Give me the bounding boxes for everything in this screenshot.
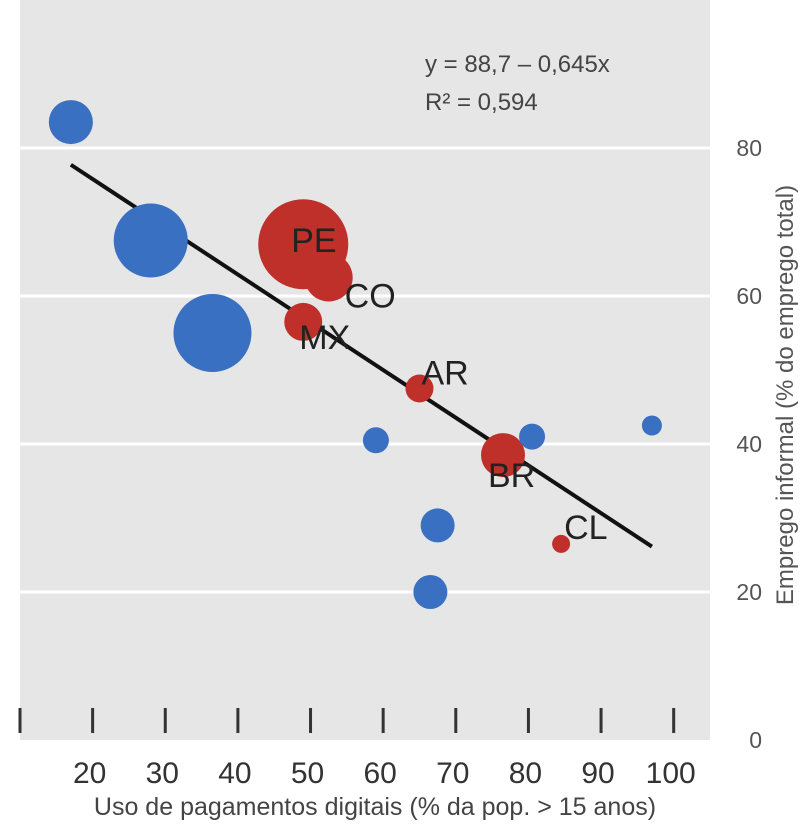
x-tick-label-30: 30 (146, 757, 179, 790)
data-point-other-10 (641, 415, 662, 436)
y-tick-label-40: 40 (736, 431, 762, 457)
plot-background (20, 0, 710, 740)
data-point-cl (552, 534, 571, 553)
gridlines (20, 146, 710, 594)
y-tick-label-60: 60 (736, 283, 762, 309)
x-tick-label-50: 50 (291, 757, 324, 790)
x-tick-label-90: 90 (581, 757, 614, 790)
data-point-other-9 (519, 423, 546, 450)
x-tick-label-40: 40 (218, 757, 251, 790)
x-axis-title: Uso de pagamentos digitais (% da pop. > … (94, 793, 656, 821)
x-tick-label-60: 60 (363, 757, 396, 790)
x-tick-label-100: 100 (646, 757, 696, 790)
x-tick-label-70: 70 (436, 757, 469, 790)
data-point-other-7 (362, 427, 389, 454)
data-points (48, 100, 662, 609)
data-point-other-1 (113, 203, 188, 278)
x-tick-label-20: 20 (73, 757, 106, 790)
data-point-other-0 (48, 100, 93, 145)
data-point-other-11 (420, 508, 455, 543)
data-point-mx (284, 302, 323, 341)
data-point-other-13 (413, 575, 448, 609)
data-point-other-2 (173, 294, 252, 372)
data-point-ar (405, 374, 434, 403)
x-tick-label-80: 80 (509, 757, 542, 790)
y-tick-label-0: 0 (749, 727, 762, 753)
data-point-br (481, 433, 525, 478)
equation-annotation: y = 88,7 – 0,645x (425, 51, 610, 78)
point-label-ar: AR (421, 355, 468, 393)
point-label-pe: PE (291, 222, 336, 260)
x-tick-labels: 20 30 40 50 60 70 80 90 100 (73, 757, 696, 790)
point-label-co: CO (345, 278, 396, 316)
y-tick-label-20: 20 (736, 579, 762, 605)
data-point-co (304, 253, 353, 302)
y-tick-labels: 80 60 40 20 0 (736, 135, 762, 753)
point-label-br: BR (488, 457, 535, 495)
y-axis-title: Emprego informal (% do emprego total) (772, 185, 799, 605)
point-label-cl: CL (564, 509, 607, 547)
r2-annotation: R² = 0,594 (425, 89, 538, 116)
x-axis-tick-marks (18, 708, 676, 733)
point-label-mx: MX (299, 319, 350, 357)
y-tick-label-80: 80 (736, 135, 762, 161)
